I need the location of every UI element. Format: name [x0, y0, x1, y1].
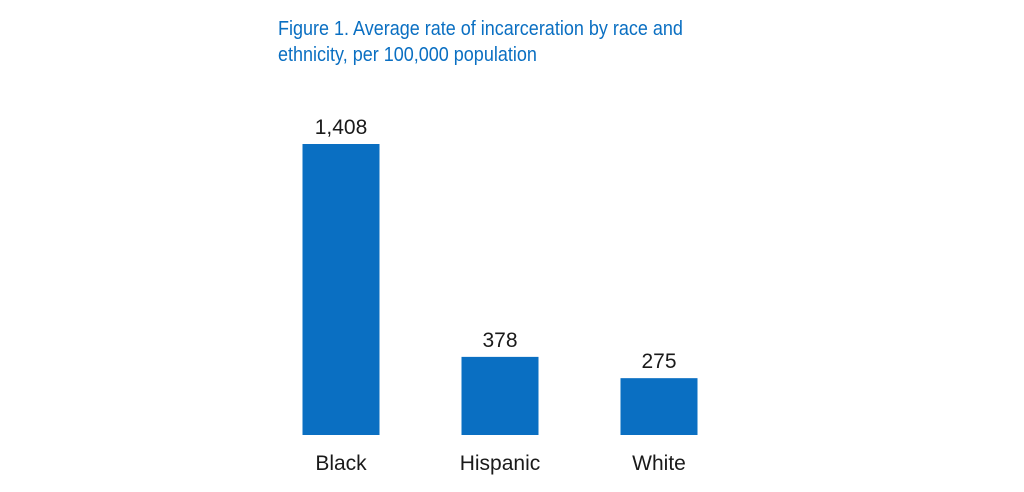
- category-label-hispanic: Hispanic: [460, 452, 541, 475]
- chart-title: Figure 1. Average rate of incarceration …: [278, 18, 683, 66]
- category-label-white: White: [632, 452, 686, 475]
- bar-black: [302, 144, 380, 435]
- value-label-black: 1,408: [315, 116, 368, 139]
- value-label-hispanic: 378: [482, 329, 517, 352]
- category-labels-group: Black Hispanic White: [315, 452, 686, 475]
- value-labels-group: 1,408 378 275: [315, 116, 677, 373]
- value-label-white: 275: [641, 350, 676, 373]
- bar-white: [620, 378, 698, 435]
- bar-hispanic: [461, 356, 539, 435]
- bars-group: [302, 144, 698, 435]
- category-label-black: Black: [315, 452, 367, 475]
